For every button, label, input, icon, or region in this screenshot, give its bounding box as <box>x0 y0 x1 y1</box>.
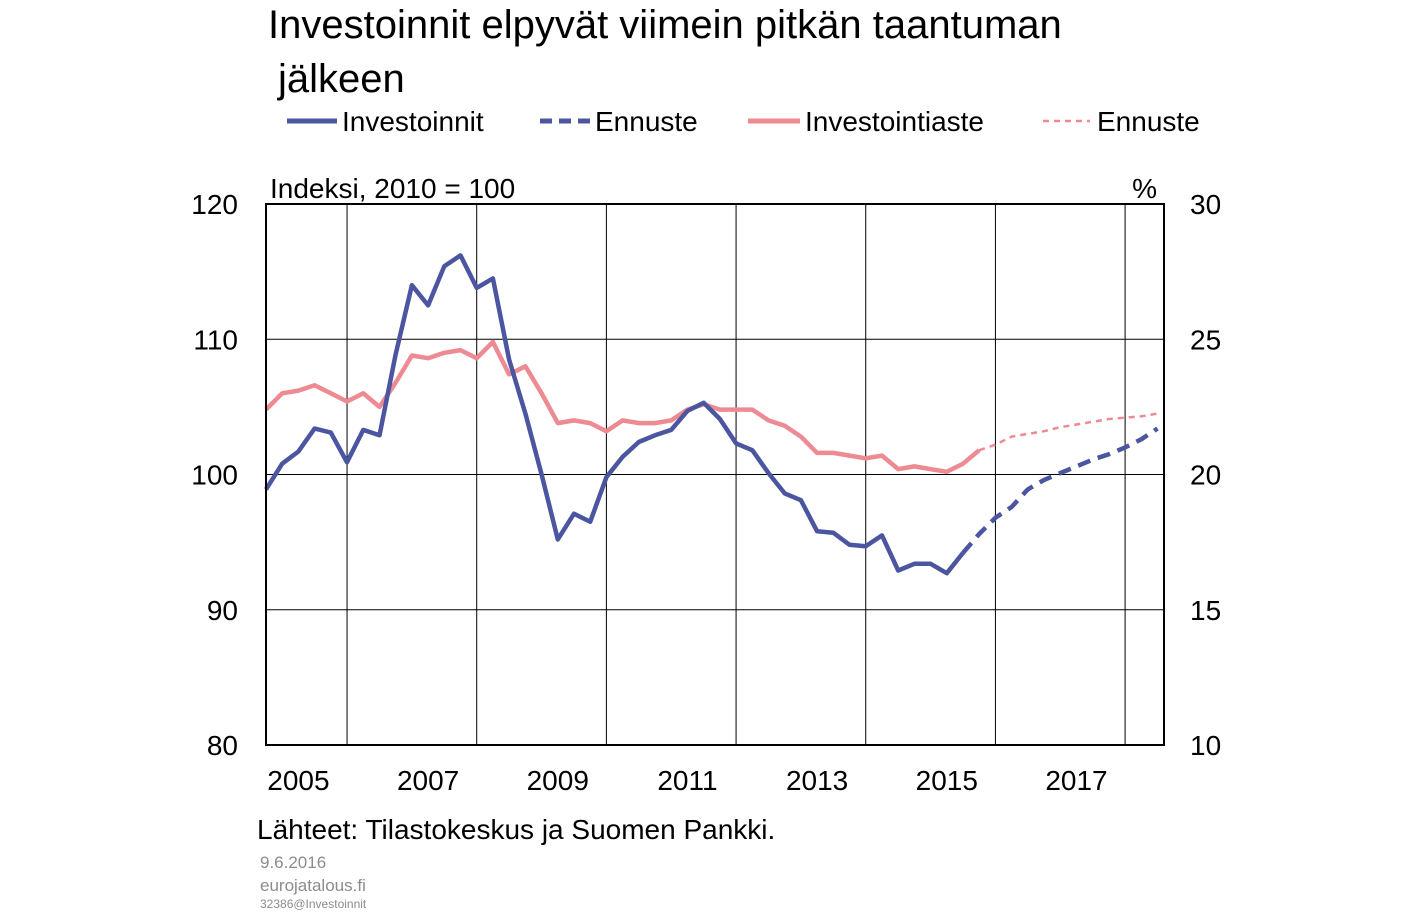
x-tick-label: 2011 <box>657 765 717 796</box>
y-tick-label-right: 10 <box>1190 730 1221 761</box>
footer-code: 32386@Investoinnit <box>260 897 367 911</box>
y-tick-label-left: 100 <box>191 460 238 491</box>
y-tick-label-left: 120 <box>191 189 238 220</box>
y-tick-label-left: 80 <box>207 730 238 761</box>
y-tick-label-right: 20 <box>1190 460 1221 491</box>
series-line-ennuste-dashed <box>961 426 1159 555</box>
y-tick-label-left: 90 <box>207 595 238 626</box>
x-tick-label: 2017 <box>1045 765 1107 796</box>
legend-label-investoinnit: Investoinnit <box>342 106 484 137</box>
y-tick-label-right: 25 <box>1190 324 1221 355</box>
x-tick-label: 2013 <box>786 765 848 796</box>
chart-title-line2: jälkeen <box>277 57 405 101</box>
footer-site: eurojatalous.fi <box>260 876 366 895</box>
y-tick-label-right: 15 <box>1190 595 1221 626</box>
grid-layer <box>266 204 1164 745</box>
series-layer <box>264 253 1159 576</box>
legend: Investoinnit Ennuste Investointiaste Enn… <box>287 106 1200 137</box>
series-line-investointiaste-solid <box>264 339 981 475</box>
series-line-ennuste-dashed-thin <box>978 412 1158 452</box>
series-line-investoinnit-solid <box>264 253 965 576</box>
x-tick-label: 2005 <box>267 765 329 796</box>
chart-title: Investoinnit elpyvät viimein pitkän taan… <box>268 3 1062 47</box>
footer-date: 9.6.2016 <box>260 853 326 872</box>
source-note: Lähteet: Tilastokeskus ja Suomen Pankki. <box>257 814 775 845</box>
x-tick-label: 2009 <box>527 765 589 796</box>
right-axis-label: % <box>1132 173 1157 204</box>
x-tick-label: 2007 <box>397 765 459 796</box>
left-axis-label: Indeksi, 2010 = 100 <box>270 173 515 204</box>
y-tick-label-right: 30 <box>1190 189 1221 220</box>
plot-frame <box>265 203 1165 746</box>
legend-label-ennuste-investoinnit: Ennuste <box>595 106 698 137</box>
legend-label-ennuste-investointiaste: Ennuste <box>1097 106 1200 137</box>
legend-label-investointiaste: Investointiaste <box>805 106 984 137</box>
y-tick-label-left: 110 <box>193 324 238 355</box>
x-tick-label: 2015 <box>916 765 978 796</box>
